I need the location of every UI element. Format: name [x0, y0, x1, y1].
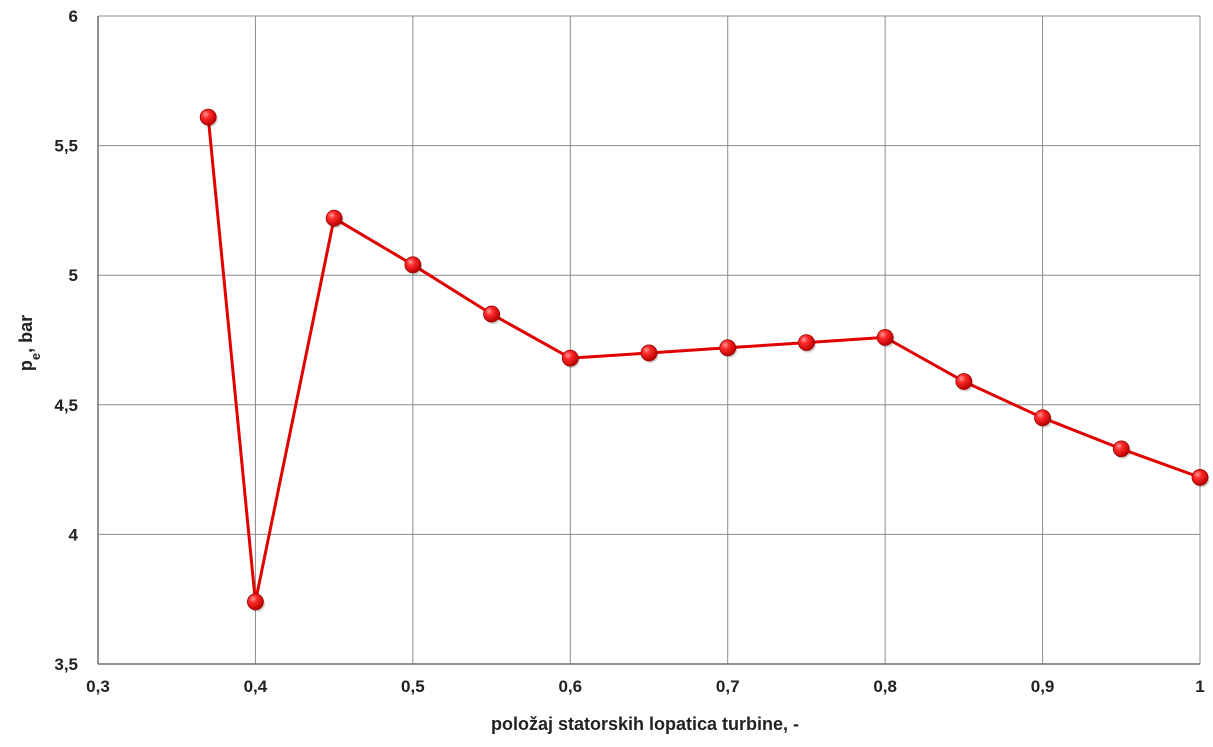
y-tick-label-2: 4,5	[54, 396, 78, 415]
data-point-2	[325, 209, 343, 227]
data-point-12	[1112, 440, 1130, 458]
data-point-3	[404, 256, 422, 274]
y-tick-label-4: 5,5	[54, 137, 78, 156]
data-point-7	[719, 339, 737, 357]
data-point-4	[483, 305, 500, 323]
x-axis-title: položaj statorskih lopatica turbine, -	[491, 714, 799, 734]
x-tick-label-2: 0,5	[401, 677, 425, 696]
y-axis-title-main: p	[16, 360, 36, 371]
y-tick-label-3: 5	[69, 266, 78, 285]
y-tick-label-5: 6	[69, 7, 78, 26]
data-series	[199, 108, 1210, 612]
x-tick-label-0: 0,3	[86, 677, 110, 696]
data-point-9	[876, 329, 894, 346]
data-point-13	[1191, 468, 1209, 486]
data-point-10	[955, 373, 973, 390]
axis-titles: položaj statorskih lopatica turbine, - p…	[16, 315, 799, 734]
x-tick-label-4: 0,7	[716, 677, 740, 696]
y-axis-title: pe, bar	[16, 315, 43, 371]
y-axis-title-unit: , bar	[16, 315, 36, 353]
x-tick-label-5: 0,8	[873, 677, 897, 696]
data-point-11	[1034, 409, 1051, 427]
data-point-6	[640, 344, 658, 362]
y-axis-title-subscript: e	[28, 353, 43, 360]
x-tick-label-6: 0,9	[1031, 677, 1055, 696]
data-point-1	[247, 593, 264, 611]
data-point-5	[561, 349, 579, 367]
tick-labels: 0,3 0,4 0,5 0,6 0,7 0,8 0,9 1 3,5 4 4,5 5 5,5 6	[54, 7, 1204, 696]
x-tick-label-3: 0,6	[558, 677, 582, 696]
data-point-8	[798, 334, 815, 351]
x-tick-label-1: 0,4	[244, 677, 268, 696]
y-tick-label-0: 3,5	[54, 655, 78, 674]
y-tick-label-1: 4	[69, 525, 79, 544]
series-line-0	[206, 116, 1201, 604]
x-tick-label-7: 1	[1195, 677, 1204, 696]
axes	[97, 16, 1200, 665]
data-point-0	[199, 108, 217, 126]
